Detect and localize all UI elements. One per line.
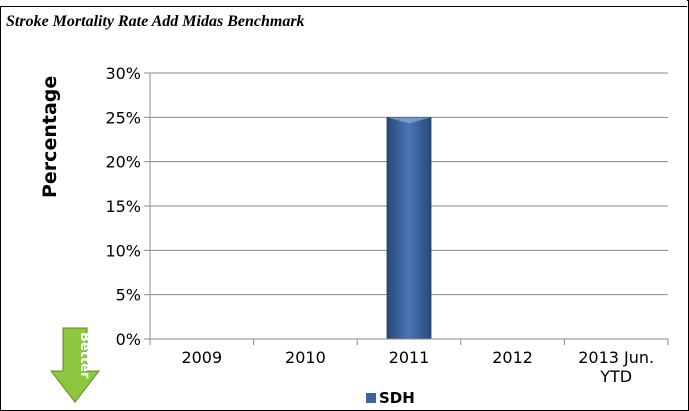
legend: SDH (366, 389, 415, 407)
chart-title: Stroke Mortality Rate Add Midas Benchmar… (6, 13, 305, 30)
y-tick-label: 25% (105, 108, 141, 127)
x-tick-label: 2013 Jun. (578, 348, 654, 367)
y-tick-labels: 0% 5% 10% 15% 20% 25% 30% (105, 64, 141, 349)
x-tick-label: 2011 (389, 348, 430, 367)
x-tick-label: 2009 (181, 348, 222, 367)
y-tick-label: 10% (105, 241, 141, 260)
bar-top-bevel (387, 117, 431, 124)
x-tick-label: 2010 (285, 348, 326, 367)
better-label: Better (77, 332, 92, 379)
y-tick-label: 30% (105, 64, 141, 83)
y-tick-label: 0% (116, 330, 141, 349)
x-tick-label: 2012 (492, 348, 533, 367)
y-tick-label: 5% (116, 286, 141, 305)
axes (144, 72, 669, 345)
y-tick-label: 15% (105, 197, 141, 216)
top-band (0, 0, 687, 7)
y-tick-label: 20% (105, 153, 141, 172)
x-tick-label: YTD (599, 367, 632, 386)
legend-label: SDH (379, 389, 415, 407)
bar (386, 116, 432, 340)
x-tick-labels: 2009 2010 2011 2012 2013 Jun.YTD (181, 348, 654, 386)
bars (386, 116, 432, 340)
legend-swatch (366, 393, 376, 403)
better-arrow-icon: Better (50, 327, 100, 403)
